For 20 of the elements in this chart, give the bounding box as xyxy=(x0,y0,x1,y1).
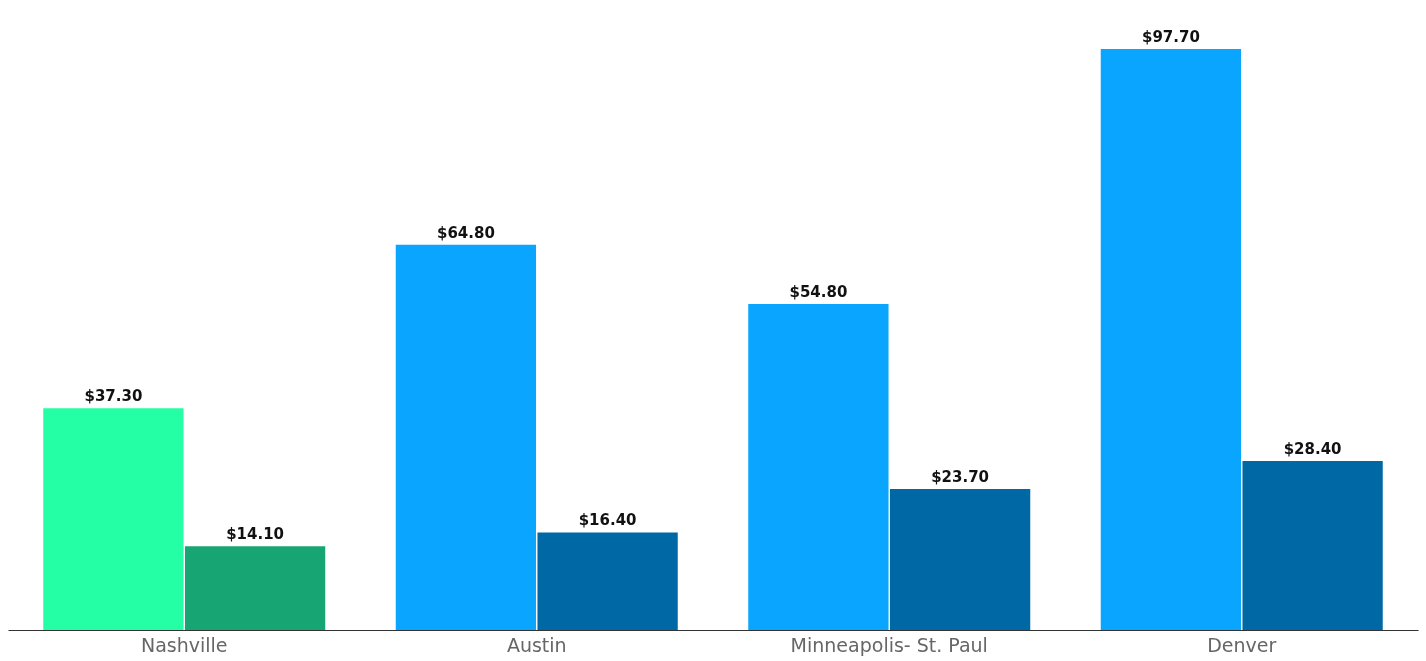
bar xyxy=(184,546,326,630)
data-label: $37.30 xyxy=(84,387,143,406)
data-label: $28.40 xyxy=(1283,440,1342,459)
x-tick-label: Nashville xyxy=(140,633,228,656)
bar xyxy=(43,408,184,630)
x-tick-label: Denver xyxy=(1207,633,1277,656)
x-tick-label: Austin xyxy=(506,633,567,656)
bar xyxy=(1242,461,1383,630)
data-label: $97.70 xyxy=(1141,28,1200,46)
data-label: $23.70 xyxy=(931,468,990,487)
data-label: $64.80 xyxy=(436,223,495,242)
bar xyxy=(748,304,889,630)
bar xyxy=(395,244,537,630)
bar xyxy=(889,489,1031,630)
data-label: $16.40 xyxy=(578,511,637,530)
bar xyxy=(537,532,678,630)
x-tick-label: Minneapolis- St. Paul xyxy=(790,633,988,656)
data-label: $54.80 xyxy=(789,283,848,302)
bar xyxy=(1100,49,1242,630)
data-label: $14.10 xyxy=(226,525,285,544)
